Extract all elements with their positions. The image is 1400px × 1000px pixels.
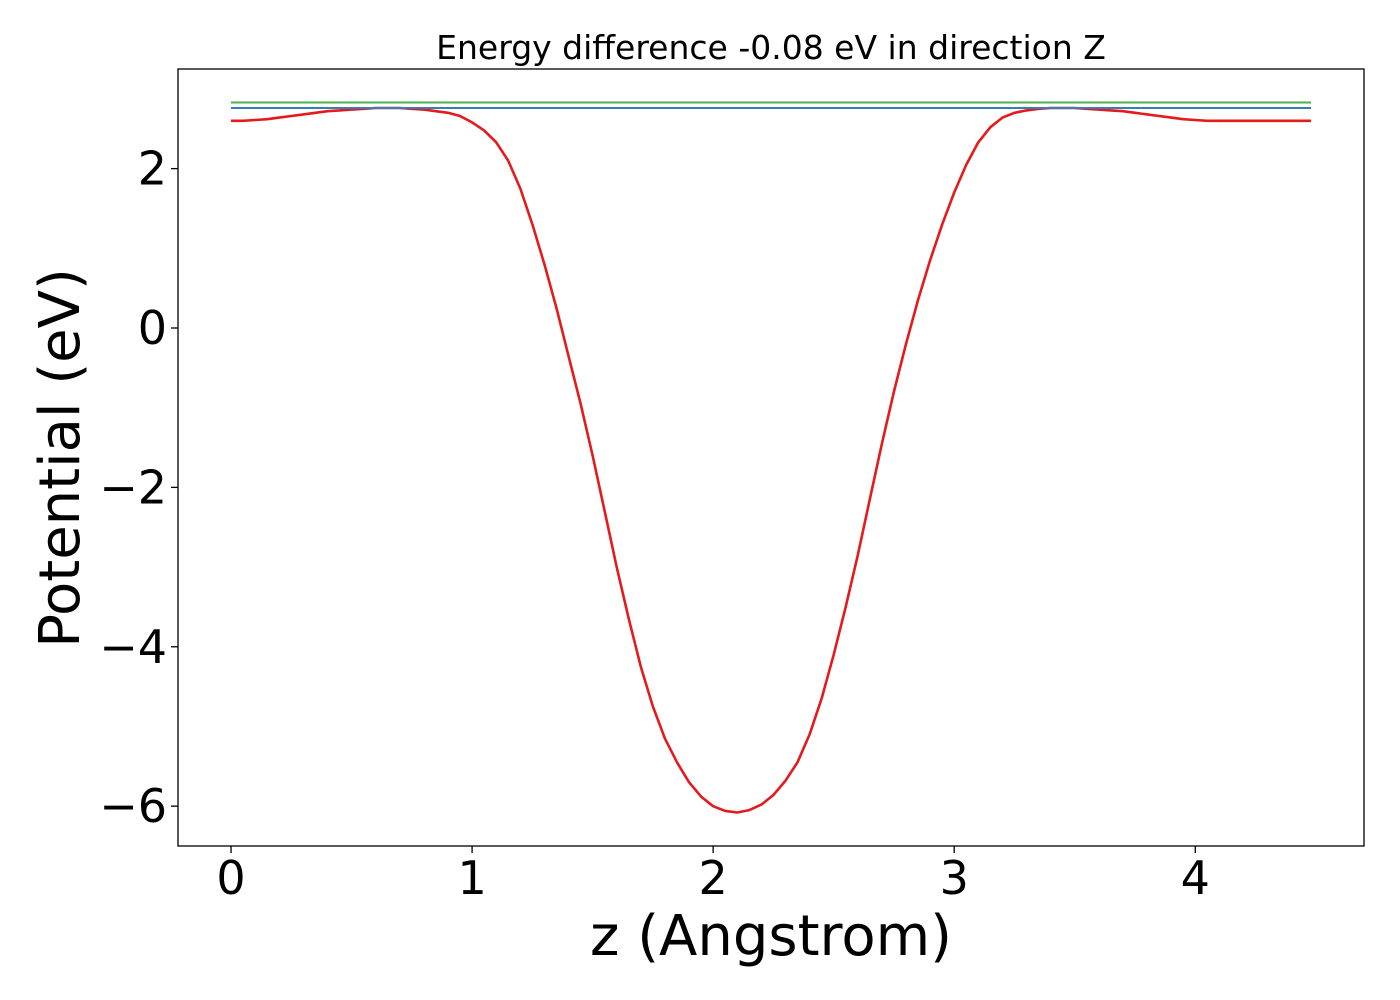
x-tick-label: 3 bbox=[940, 851, 969, 905]
chart-title: Energy difference -0.08 eV in direction … bbox=[436, 28, 1106, 67]
x-tick-label: 4 bbox=[1181, 851, 1210, 905]
y-axis-label: Potential (eV) bbox=[28, 268, 93, 648]
x-tick-label: 2 bbox=[699, 851, 728, 905]
y-tick-label: −4 bbox=[99, 620, 167, 674]
y-tick-label: 0 bbox=[138, 301, 167, 355]
plot-area bbox=[177, 68, 1365, 847]
series-layer bbox=[231, 101, 1311, 814]
x-axis-label: z (Angstrom) bbox=[590, 904, 952, 969]
x-tick-label: 0 bbox=[216, 851, 245, 905]
y-tick-label: −2 bbox=[99, 460, 167, 514]
x-axis-ticks: 0 1 2 3 4 bbox=[216, 846, 1210, 905]
plot-frame bbox=[177, 68, 1365, 847]
y-tick-label: −6 bbox=[99, 779, 167, 833]
x-tick-label: 1 bbox=[457, 851, 486, 905]
y-axis-ticks: −6 −4 −2 0 2 bbox=[99, 142, 178, 833]
y-tick-label: 2 bbox=[138, 142, 167, 196]
